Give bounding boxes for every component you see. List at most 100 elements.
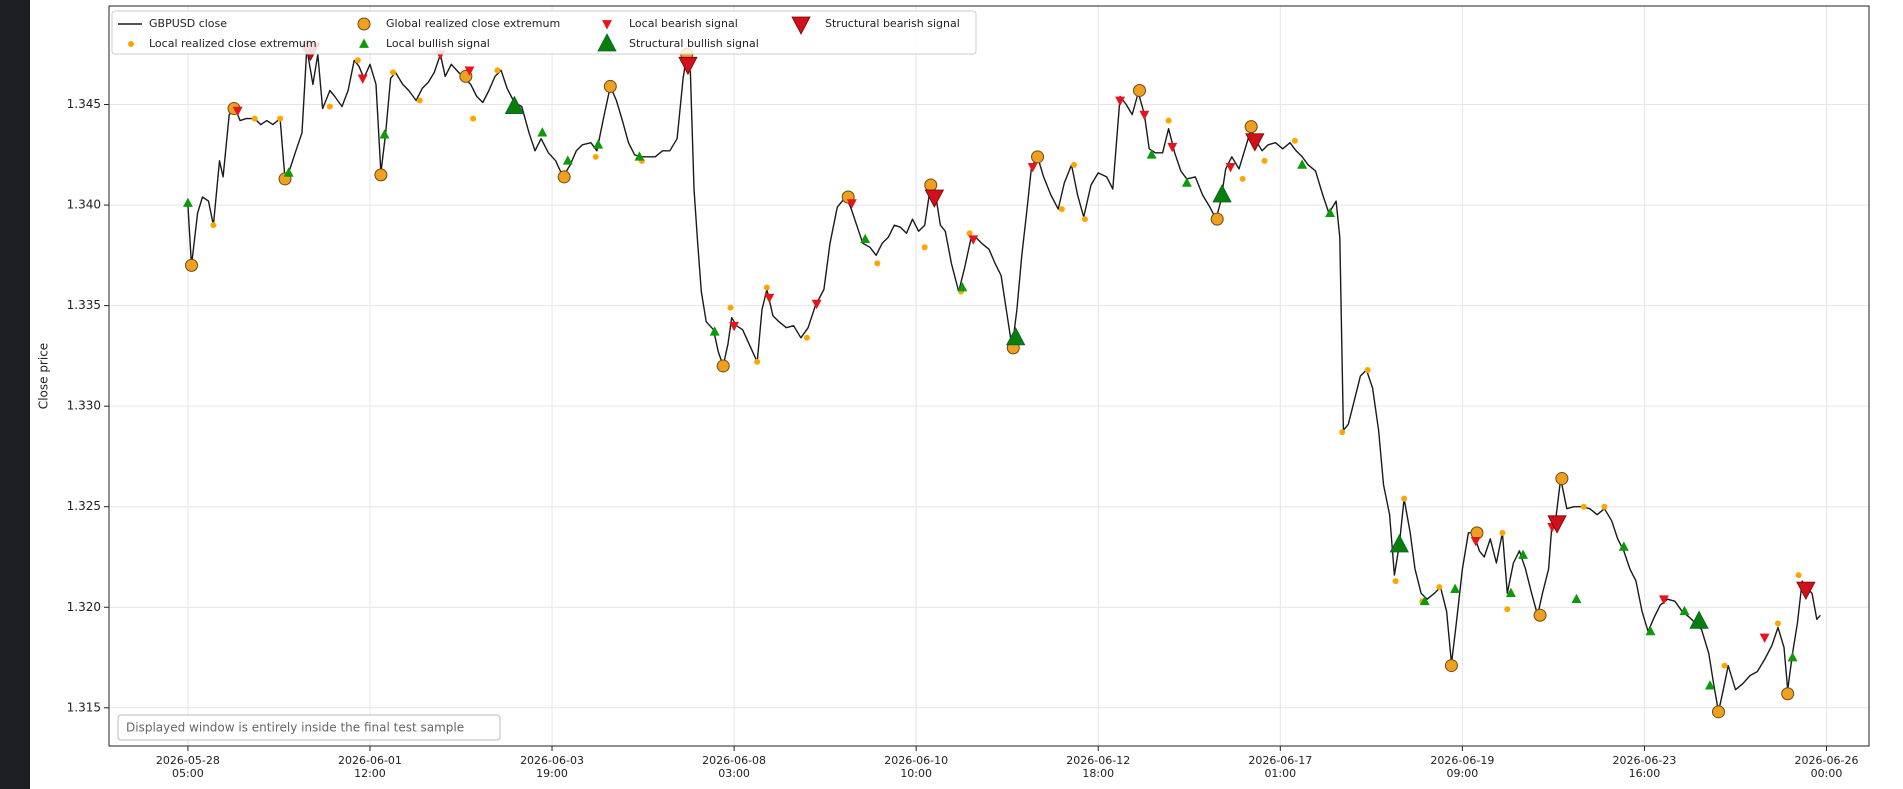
signal-marker <box>1262 158 1268 164</box>
signal-marker <box>957 282 967 291</box>
x-tick-label: 2026-06-23 16:00 <box>1584 754 1704 780</box>
page: Close price 1.315 1.320 1.325 1.330 1.335 1.3… <box>0 0 1903 789</box>
signal-marker <box>470 116 476 122</box>
legend-label: Global realized close extremum <box>386 17 560 30</box>
y-tick-label: 1.320 <box>67 600 101 614</box>
signal-marker <box>764 294 774 303</box>
y-tick-label: 1.335 <box>67 298 101 312</box>
signal-marker <box>380 129 390 138</box>
y-axis-label: Close price <box>37 343 51 409</box>
signal-marker <box>355 57 361 63</box>
signal-marker <box>558 171 570 183</box>
signal-marker <box>925 179 937 191</box>
annotation: Displayed window is entirely inside the … <box>126 721 464 735</box>
x-tick-label: 2026-06-17 01:00 <box>1220 754 1340 780</box>
signal-marker <box>1504 606 1510 612</box>
signal-marker <box>505 97 523 114</box>
signal-marker <box>1581 504 1587 510</box>
signal-marker <box>1245 121 1257 133</box>
signal-marker <box>1182 177 1192 186</box>
signal-marker <box>754 359 760 365</box>
signal-marker <box>717 360 729 372</box>
signal-marker <box>210 222 216 228</box>
signal-marker <box>1071 162 1077 168</box>
y-tick-label: 1.315 <box>67 700 101 714</box>
signal-marker <box>1166 118 1172 124</box>
signal-marker <box>390 69 396 75</box>
signal-marker <box>1390 535 1408 552</box>
signal-marker <box>967 230 973 236</box>
y-tick-label: 1.330 <box>67 399 101 413</box>
signal-marker <box>327 104 333 110</box>
signal-marker <box>1167 143 1177 152</box>
signal-marker <box>922 244 928 250</box>
legend-label: Local realized close extremum <box>149 37 317 50</box>
signal-marker <box>1601 504 1607 510</box>
y-tick-label: 1.325 <box>67 499 101 513</box>
signal-marker <box>1556 473 1568 485</box>
signal-marker <box>1788 652 1798 661</box>
price-line <box>188 48 1821 712</box>
signal-marker <box>1325 208 1335 217</box>
signal-marker <box>1059 206 1065 212</box>
legend: GBPUSD close Local realized close extremu… <box>112 11 976 54</box>
legend-marker <box>358 18 370 30</box>
signal-marker <box>1211 213 1223 225</box>
signal-marker <box>183 198 193 207</box>
signal-marker <box>1572 594 1582 603</box>
legend-label: Structural bullish signal <box>629 37 759 50</box>
signal-marker <box>1393 578 1399 584</box>
x-tick-label: 2026-06-26 00:00 <box>1767 754 1887 780</box>
signal-marker <box>1365 367 1371 373</box>
chart: Close price 1.315 1.320 1.325 1.330 1.335 1.3… <box>0 0 1903 789</box>
signal-marker <box>1796 572 1802 578</box>
plot-frame <box>109 6 1869 746</box>
signal-marker <box>764 285 770 291</box>
signal-marker <box>494 67 500 73</box>
x-tick-label: 2026-06-12 18:00 <box>1038 754 1158 780</box>
signal-marker <box>1240 176 1246 182</box>
signal-marker <box>727 305 733 311</box>
signal-marker <box>1401 496 1407 502</box>
y-tick-label: 1.345 <box>67 97 101 111</box>
signal-marker <box>1082 216 1088 222</box>
signal-marker <box>1134 84 1146 96</box>
x-tick-label: 2026-05-28 05:00 <box>128 754 248 780</box>
signal-marker <box>604 80 616 92</box>
signal-marker <box>375 169 387 181</box>
signal-marker <box>1139 111 1149 120</box>
signal-marker <box>593 139 603 148</box>
signal-marker <box>1445 660 1457 672</box>
legend-label: Local bearish signal <box>629 17 738 30</box>
signal-marker <box>1499 530 1505 536</box>
legend-label: Structural bearish signal <box>825 17 960 30</box>
signal-marker <box>1775 620 1781 626</box>
signal-marker <box>1147 149 1157 158</box>
signal-marker <box>874 260 880 266</box>
signal-marker <box>277 116 283 122</box>
legend-label: Local bullish signal <box>386 37 490 50</box>
signal-marker <box>804 335 810 341</box>
signal-marker <box>1032 151 1044 163</box>
signal-marker <box>1436 584 1442 590</box>
signal-marker <box>1760 634 1770 643</box>
signal-marker <box>1292 138 1298 144</box>
signal-marker <box>1471 537 1481 546</box>
signal-marker <box>563 155 573 164</box>
signal-marker <box>593 154 599 160</box>
signal-marker <box>1722 663 1728 669</box>
signal-marker <box>1450 584 1460 593</box>
legend-label: GBPUSD close <box>149 17 227 30</box>
signal-marker <box>1782 688 1794 700</box>
x-tick-label: 2026-06-08 03:00 <box>674 754 794 780</box>
signal-marker <box>1028 163 1038 172</box>
x-tick-label: 2026-06-19 09:00 <box>1402 754 1522 780</box>
x-tick-label: 2026-06-01 12:00 <box>310 754 430 780</box>
signal-marker <box>1712 706 1724 718</box>
legend-marker <box>128 41 134 47</box>
signal-marker <box>252 116 258 122</box>
signal-marker <box>679 57 697 74</box>
signal-marker <box>812 300 822 309</box>
y-tick-label: 1.340 <box>67 198 101 212</box>
signal-marker <box>1213 185 1231 202</box>
